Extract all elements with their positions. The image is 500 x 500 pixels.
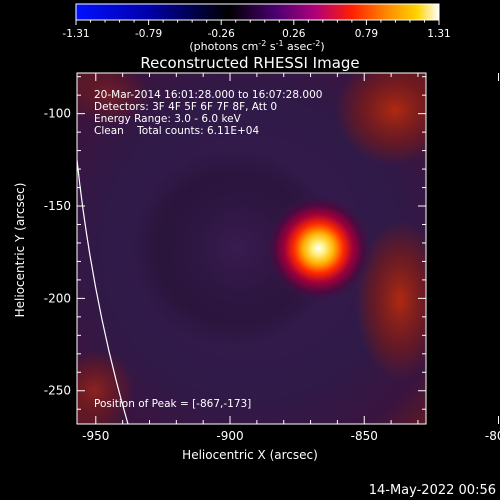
plot-frame xyxy=(76,72,427,425)
x-axis-label: Heliocentric X (arcsec) xyxy=(182,448,318,462)
y-tick-label: -250 xyxy=(44,384,71,398)
colorbar-ticks xyxy=(75,20,440,25)
colorbar-tick-label: -0.26 xyxy=(208,28,235,40)
y-tick-label: -100 xyxy=(44,107,71,121)
annotation-peak-position: Position of Peak = [-867,-173] xyxy=(94,398,251,410)
colorbar-tick-label: 0.79 xyxy=(355,28,378,40)
annotation-time-range: 20-Mar-2014 16:01:28.000 to 16:07:28.000 xyxy=(94,89,322,101)
x-tick-label: -950 xyxy=(82,429,109,443)
colorbar-tick-label: -0.79 xyxy=(135,28,162,40)
y-tick-label: -200 xyxy=(44,291,71,305)
axis-ticks xyxy=(77,73,499,424)
y-axis-label: Heliocentric Y (arcsec) xyxy=(13,183,27,318)
colorbar-tick-label: 1.31 xyxy=(427,28,450,40)
colorbar-tick-label: 0.26 xyxy=(282,28,306,40)
annotation-clean-counts: Clean Total counts: 6.11E+04 xyxy=(94,125,259,137)
dark-ring xyxy=(95,113,375,383)
colorbar-tick-labels: -1.31 -0.79 -0.26 0.26 0.79 1.31 xyxy=(62,28,450,40)
timestamp: 14-May-2022 00:56 xyxy=(369,483,496,498)
bright-corner-bottom-left xyxy=(77,350,135,424)
x-tick-label: -900 xyxy=(216,429,243,443)
y-tick-label: -150 xyxy=(44,199,71,213)
colorbar-tick-label: -1.31 xyxy=(62,28,89,40)
peak-source xyxy=(263,193,374,304)
x-tick-label: -850 xyxy=(351,429,378,443)
plot-title: Reconstructed RHESSI Image xyxy=(140,54,359,72)
colorbar xyxy=(75,3,440,21)
annotation-detectors: Detectors: 3F 4F 5F 6F 7F 8F, Att 0 xyxy=(94,101,277,113)
x-tick-label: -800 xyxy=(485,429,500,443)
solar-limb-line xyxy=(77,159,129,424)
reconstructed-image xyxy=(77,73,426,424)
bright-corner-top-right xyxy=(335,73,426,165)
y-tick-labels: -100 -150 -200 -250 xyxy=(44,107,71,398)
colorbar-unit-label: (photons cm-2 s-1 asec-2) xyxy=(189,39,324,53)
bright-corner-top-left xyxy=(77,73,150,125)
annotation-energy-range: Energy Range: 3.0 - 6.0 keV xyxy=(94,113,242,125)
x-tick-labels: -950 -900 -850 -800 xyxy=(82,429,500,443)
